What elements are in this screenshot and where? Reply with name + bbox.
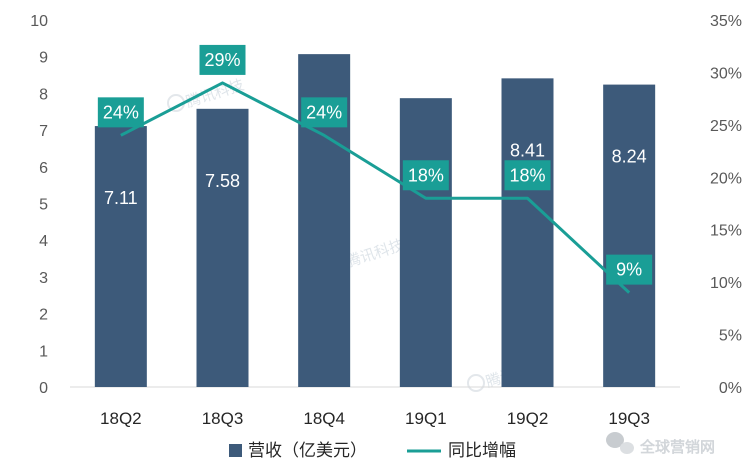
revenue-bar: [399, 98, 452, 388]
y-left-tick-label: 3: [39, 270, 48, 287]
wechat-bubble-icon: [606, 432, 634, 454]
legend: 营收（亿美元） 同比增幅: [229, 441, 516, 460]
revenue-bar-label: 7.58: [205, 171, 240, 191]
growth-label: 29%: [204, 50, 240, 70]
wechat-bubble-large: [606, 432, 624, 448]
y-right-tick-label: 25%: [710, 118, 742, 135]
revenue-bars: [94, 54, 656, 388]
growth-label: 24%: [103, 102, 139, 122]
growth-label: 18%: [509, 165, 545, 185]
y-left-tick-label: 7: [39, 123, 48, 140]
y-left-tick-label: 2: [39, 307, 48, 324]
y-right-tick-label: 30%: [710, 65, 742, 82]
x-axis-labels: 18Q2 18Q3 18Q4 19Q1 19Q2 19Q3: [100, 409, 650, 428]
legend-label-revenue: 营收（亿美元）: [248, 441, 367, 460]
growth-label: 24%: [306, 102, 342, 122]
growth-labels: 24% 29% 24% 18% 18% 9%: [97, 44, 653, 285]
growth-label-box: [97, 97, 144, 128]
growth-line: [120, 81, 631, 294]
revenue-bar: [501, 78, 554, 387]
y-left-tick-label: 10: [30, 13, 48, 30]
y-right-tick-label: 10%: [710, 275, 742, 292]
legend-bar-swatch: [229, 444, 242, 457]
y-left-axis: 0 1 2 3 4 5 6 7 8 9 10: [30, 13, 48, 397]
growth-label-box: [606, 254, 653, 285]
growth-label: 9%: [616, 260, 642, 280]
y-left-tick-label: 0: [39, 380, 48, 397]
growth-label-box: [504, 160, 551, 191]
revenue-bar-label: 7.11: [104, 188, 138, 208]
growth-label-box: [301, 97, 348, 128]
y-left-tick-label: 6: [39, 160, 48, 177]
revenue-bar-label: 8.41: [510, 140, 545, 160]
y-right-tick-label: 15%: [710, 223, 742, 240]
watermark-text: 腾讯科技: [184, 76, 246, 111]
y-right-tick-label: 20%: [710, 170, 742, 187]
revenue-bar: [603, 84, 656, 387]
y-left-tick-label: 9: [39, 50, 48, 67]
revenue-bar: [196, 108, 249, 388]
y-left-tick-label: 8: [39, 86, 48, 103]
y-right-tick-label: 0%: [719, 380, 742, 397]
x-axis-label: 18Q2: [100, 409, 142, 428]
y-right-tick-label: 5%: [719, 328, 742, 345]
revenue-bar-labels: 7.117.587.878.418.24: [104, 140, 647, 208]
x-axis-label: 18Q4: [303, 409, 345, 428]
watermark-text: 腾讯科技: [344, 236, 406, 271]
growth-label-box: [402, 160, 449, 191]
brand-text: 全球营销网: [639, 438, 715, 456]
x-axis-label: 19Q1: [405, 409, 447, 428]
growth-label-box: [199, 44, 246, 75]
revenue-bar-label: 8.24: [612, 147, 647, 167]
y-left-tick-label: 1: [39, 343, 48, 360]
x-axis-label: 19Q3: [608, 409, 650, 428]
y-left-tick-label: 4: [39, 233, 48, 250]
x-axis-label: 18Q3: [202, 409, 244, 428]
legend-label-growth: 同比增幅: [448, 441, 516, 460]
y-left-tick-label: 5: [39, 197, 48, 214]
revenue-bar: [94, 126, 147, 388]
x-axis-label: 19Q2: [507, 409, 549, 428]
brand-watermark: 全球营销网: [606, 432, 715, 456]
wechat-bubble-small: [620, 442, 634, 454]
growth-label: 18%: [408, 165, 444, 185]
y-right-axis: 0% 5% 10% 15% 20% 25% 30% 35%: [710, 13, 742, 397]
y-right-tick-label: 35%: [710, 13, 742, 30]
watermark-logo-icon: [467, 374, 485, 392]
